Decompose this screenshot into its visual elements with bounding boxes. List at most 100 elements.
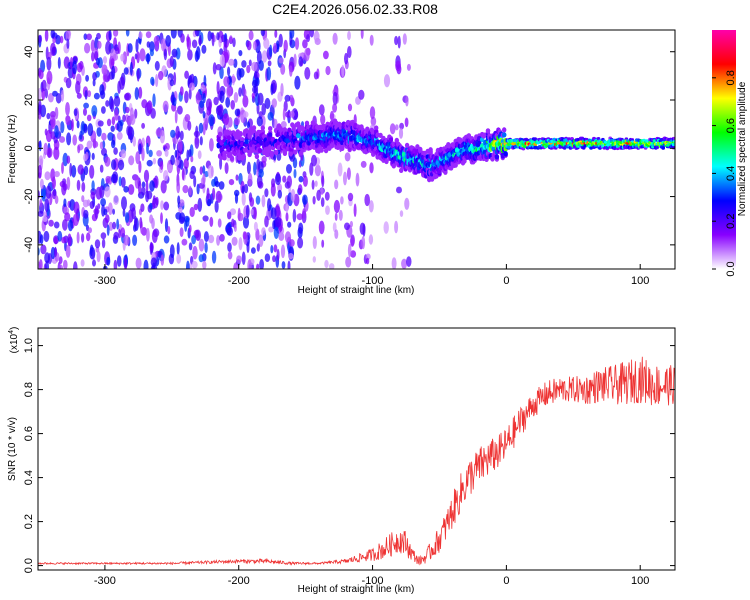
- spectrogram-noise-cell: [73, 201, 80, 215]
- spectrogram-noise-cell: [280, 63, 286, 75]
- spectrogram-noise-cell: [188, 185, 192, 196]
- spectrogram-noise-cell: [251, 61, 258, 72]
- spectrogram-noise-cell: [261, 194, 266, 208]
- spectrogram-ridge-cell: [428, 148, 433, 155]
- spectrogram-noise-cell: [76, 179, 81, 191]
- spectrogram-noise-cell: [83, 123, 88, 134]
- spectrogram-noise-cell: [53, 236, 58, 245]
- spectrogram-noise-cell: [401, 258, 408, 269]
- spectrogram-noise-cell: [127, 43, 133, 53]
- spectrogram-noise-cell: [302, 39, 308, 49]
- spectrogram-noise-cell: [125, 30, 130, 37]
- spectrogram-noise-cell: [242, 215, 250, 229]
- spectrogram-noise-cell: [405, 95, 409, 107]
- spectrogram-y-tick-label: 20: [23, 94, 35, 106]
- spectrogram-noise-cell: [204, 242, 208, 254]
- spectrogram-noise-cell: [256, 116, 263, 127]
- spectrogram-noise-cell: [281, 261, 286, 269]
- spectrogram-noise-cell: [297, 184, 303, 195]
- spectrogram-noise-cell: [255, 195, 261, 205]
- spectrogram-noise-cell: [208, 234, 215, 244]
- snr-y-scale: (x104): [8, 327, 20, 354]
- spectrogram-noise-cell: [311, 154, 317, 167]
- spectrogram-noise-cell: [238, 68, 245, 78]
- spectrogram-noise-cell: [152, 93, 156, 107]
- spectrogram-noise-cell: [213, 96, 219, 106]
- spectrogram-noise-cell: [113, 231, 119, 240]
- spectrogram-x-label: Height of straight line (km): [298, 285, 415, 296]
- spectrogram-noise-cell: [66, 132, 72, 146]
- spectrogram-noise-cell: [60, 121, 65, 134]
- spectrogram-noise-cell: [80, 259, 85, 267]
- spectrogram-noise-cell: [104, 156, 111, 167]
- spectrogram-noise-cell: [106, 256, 111, 266]
- spectrogram-noise-cell: [219, 54, 225, 67]
- spectrogram-y-tick-label: -40: [23, 237, 35, 253]
- spectrogram-noise-cell: [90, 191, 96, 200]
- spectrogram-ridge-cell: [282, 149, 288, 155]
- spectrogram-ridge-cell: [466, 133, 472, 139]
- spectrogram-marks: [38, 30, 675, 269]
- spectrogram-noise-cell: [110, 58, 115, 66]
- spectrogram-noise-cell: [241, 251, 246, 265]
- spectrogram-noise-cell: [62, 178, 67, 185]
- spectrogram-noise-cell: [154, 60, 160, 71]
- spectrogram-noise-cell: [75, 80, 81, 95]
- snr-y-tick-label: 0.4: [23, 470, 35, 485]
- spectrogram-noise-cell: [155, 196, 159, 206]
- spectrogram-noise-cell: [40, 59, 46, 73]
- spectrogram-ridge-cell: [520, 138, 524, 142]
- spectrogram-noise-cell: [181, 238, 188, 246]
- spectrogram-noise-cell: [39, 234, 44, 245]
- spectrogram-noise-cell: [38, 100, 42, 114]
- colorbar-ticks: 0.0 0.2 0.4 0.6 0.8: [712, 70, 737, 277]
- spectrogram-noise-cell: [398, 127, 404, 139]
- spectrogram-noise-cell: [76, 92, 82, 99]
- spectrogram-noise-cell: [395, 60, 401, 72]
- spectrogram-noise-cell: [193, 130, 200, 138]
- spectrogram-noise-cell: [63, 259, 68, 269]
- spectrogram-noise-cell: [65, 102, 70, 116]
- spectrogram-noise-cell: [368, 200, 374, 213]
- spectrogram-noise-cell: [97, 120, 104, 127]
- spectrogram-noise-cell: [191, 39, 198, 49]
- spectrogram-noise-cell: [120, 176, 126, 188]
- spectrogram-noise-cell: [243, 183, 249, 194]
- spectrogram-noise-cell: [112, 171, 119, 184]
- spectrogram-noise-cell: [104, 186, 111, 198]
- snr-y-tick-label: 0.0: [23, 558, 35, 573]
- spectrogram-noise-cell: [184, 114, 191, 122]
- spectrogram-noise-cell: [113, 95, 121, 108]
- spectrogram-noise-cell: [53, 221, 60, 229]
- spectrogram-noise-cell: [207, 165, 214, 179]
- spectrogram-noise-cell: [280, 121, 287, 129]
- spectrogram-noise-cell: [394, 220, 399, 234]
- spectrogram-noise-cell: [394, 35, 399, 46]
- spectrogram-noise-cell: [155, 74, 159, 87]
- spectrogram-y-tick-label: -20: [23, 189, 35, 205]
- spectrogram-noise-cell: [44, 30, 49, 42]
- spectrogram-noise-cell: [208, 101, 212, 115]
- spectrogram-noise-cell: [58, 256, 63, 264]
- spectrogram-noise-cell: [242, 231, 247, 240]
- spectrogram-x-tick-label: 0: [503, 275, 509, 287]
- spectrogram-ridge-cell: [567, 137, 571, 141]
- spectrogram-noise-cell: [100, 232, 107, 240]
- spectrogram-noise-cell: [267, 111, 274, 121]
- spectrogram-noise-cell: [95, 186, 103, 200]
- spectrogram-noise-cell: [44, 88, 49, 99]
- spectrogram-noise-cell: [55, 93, 62, 104]
- spectrogram-noise-cell: [111, 139, 116, 149]
- spectrogram-noise-cell: [139, 48, 146, 62]
- spectrogram-noise-cell: [263, 37, 270, 50]
- spectrogram-noise-cell: [250, 209, 255, 216]
- spectrogram-noise-cell: [191, 235, 197, 245]
- spectrogram-noise-cell: [53, 146, 60, 160]
- spectrogram-noise-cell: [45, 129, 52, 143]
- spectrogram-ridge-cell: [399, 167, 404, 173]
- spectrogram-noise-cell: [170, 154, 175, 166]
- spectrogram-noise-cell: [85, 151, 89, 160]
- spectrogram-noise-cell: [264, 253, 271, 262]
- spectrogram-noise-cell: [110, 125, 115, 132]
- spectrogram-noise-cell: [313, 71, 319, 80]
